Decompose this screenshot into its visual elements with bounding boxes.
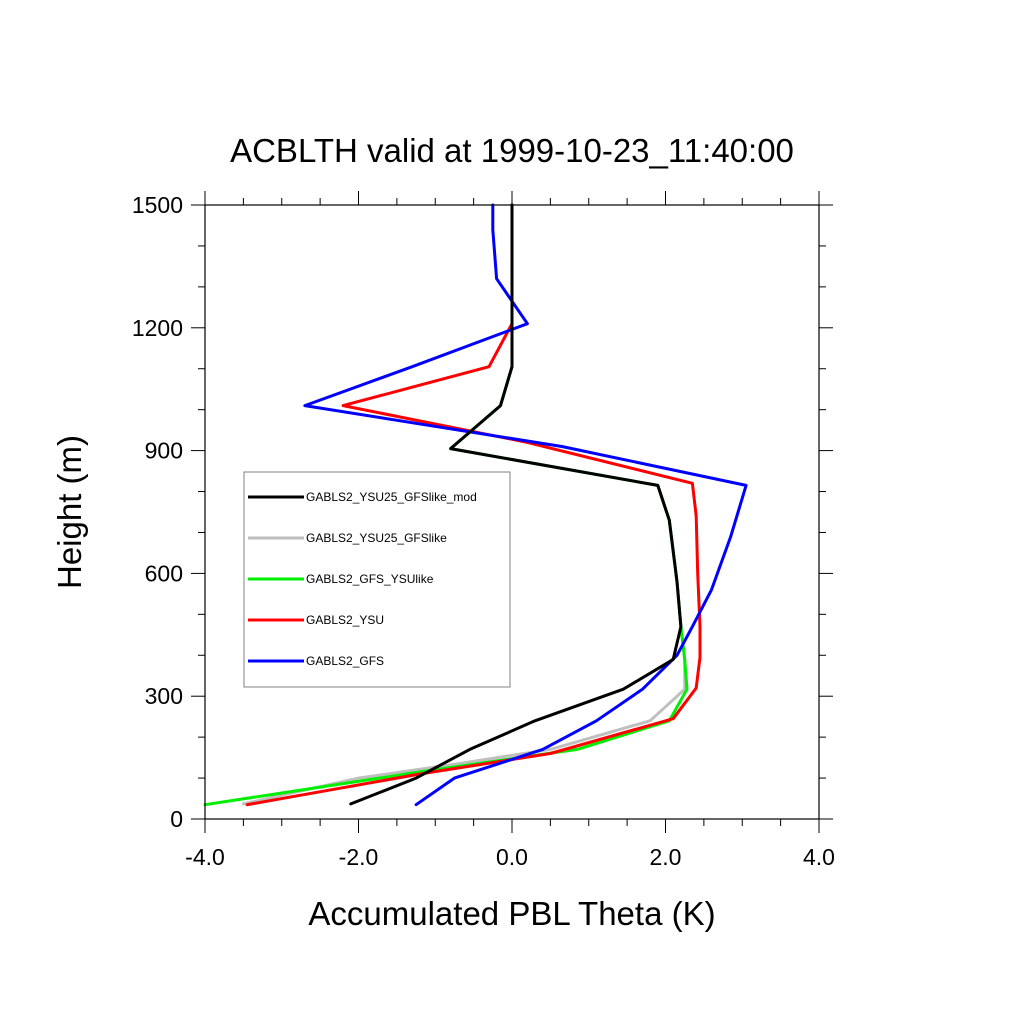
series-line-0 (349, 203, 683, 806)
legend-label: GABLS2_GFS_YSUlike (306, 572, 434, 586)
legend-label: GABLS2_YSU25_GFSlike_mod (306, 490, 477, 504)
x-tick-label: 2.0 (650, 844, 682, 870)
legend-label: GABLS2_YSU (306, 613, 384, 627)
legend: GABLS2_YSU25_GFSlike_mod GABLS2_YSU25_GFS… (243, 471, 511, 688)
chart-title: ACBLTH valid at 1999-10-23_11:40:00 (230, 132, 794, 169)
y-tick-label: 600 (145, 560, 183, 586)
y-tick-label: 1500 (132, 192, 183, 218)
series-layer (203, 203, 748, 807)
x-tick-label: -2.0 (339, 844, 379, 870)
y-tick-label: 900 (145, 438, 183, 464)
x-tick-label: 0.0 (496, 844, 528, 870)
legend-items: GABLS2_YSU25_GFSlike_mod GABLS2_YSU25_GFS… (248, 490, 477, 668)
x-tick-label: 4.0 (803, 844, 835, 870)
series-line-3 (245, 203, 702, 807)
y-tick-label: 1200 (132, 315, 183, 341)
series-line-4 (303, 203, 748, 807)
y-tick-label: 300 (145, 683, 183, 709)
legend-label: GABLS2_YSU25_GFSlike (306, 531, 447, 545)
y-tick-label: 0 (170, 806, 183, 832)
ticks-layer: -4.0 -2.0 0.0 2.0 4.0 0 300 600 900 1200 1500 (132, 191, 835, 870)
legend-label: GABLS2_GFS (306, 654, 384, 668)
y-axis-label: Height (m) (51, 435, 88, 589)
x-tick-label: -4.0 (185, 844, 225, 870)
x-axis-label: Accumulated PBL Theta (K) (308, 895, 715, 932)
